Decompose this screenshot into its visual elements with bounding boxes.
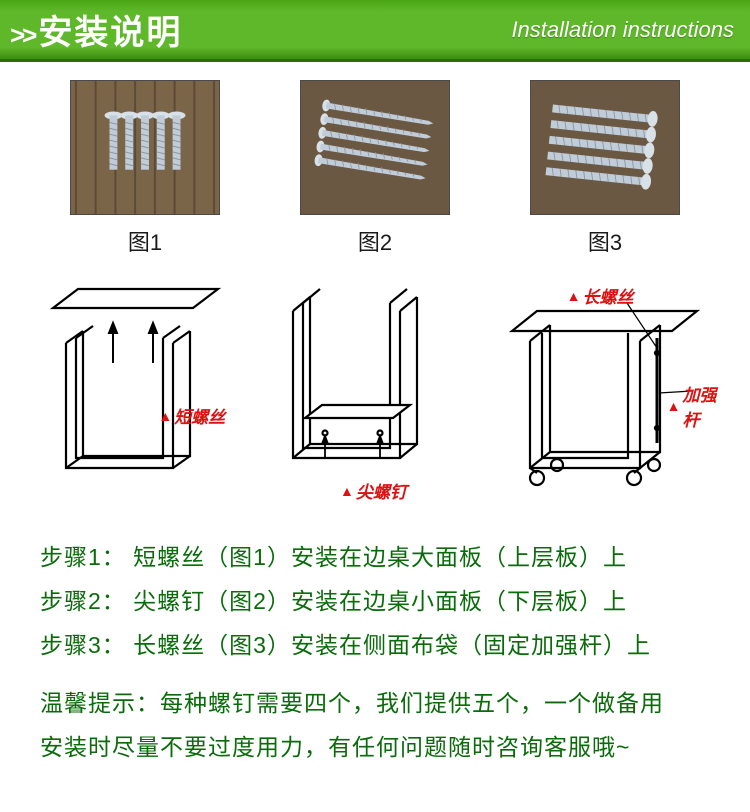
- callout-text-3b: 加强杆: [683, 381, 732, 431]
- diagram-3: ▲ 长螺丝 ▲ 加强杆: [482, 283, 732, 513]
- step-3: 步骤3： 长螺丝（图3）安装在侧面布袋（固定加强杆）上: [40, 623, 710, 667]
- header-left: >> 安装说明: [10, 5, 182, 54]
- header-bar: >> 安装说明 Installation instructions: [0, 0, 750, 62]
- diagrams-row: ▲ 短螺丝: [0, 263, 750, 523]
- title-english: Installation instructions: [511, 17, 734, 43]
- screw-photo-1: [70, 80, 220, 215]
- callout-text-3a: 长螺丝: [583, 283, 634, 308]
- callout-long-screw: ▲ 长螺丝: [567, 283, 634, 308]
- screw-item-3: 图3: [530, 80, 680, 257]
- step-1: 步骤1： 短螺丝（图1）安装在边桌大面板（上层板）上: [40, 535, 710, 579]
- tip-2: 安装时尽量不要过度用力，有任何问题随时咨询客服哦~: [40, 725, 710, 769]
- title-chinese: 安装说明: [38, 5, 182, 54]
- screw-photos-row: 图1 图2: [0, 62, 750, 263]
- diagram-1: ▲ 短螺丝: [18, 283, 238, 513]
- screw-photo-2: [300, 80, 450, 215]
- callout-text-2: 尖螺钉: [356, 478, 407, 503]
- triangle-icon: ▲: [340, 483, 354, 499]
- triangle-icon: ▲: [667, 398, 681, 414]
- step-2: 步骤2： 尖螺钉（图2）安装在边桌小面板（下层板）上: [40, 579, 710, 623]
- callout-short-screw: ▲ 短螺丝: [158, 403, 225, 428]
- diagram-2: ▲ 尖螺钉: [255, 283, 465, 513]
- callout-reinforce-bar: ▲ 加强杆: [667, 381, 732, 431]
- steps-block: 步骤1： 短螺丝（图1）安装在边桌大面板（上层板）上 步骤2： 尖螺钉（图2）安…: [0, 523, 750, 667]
- screw-label-3: 图3: [588, 225, 622, 257]
- screw-label-2: 图2: [358, 225, 392, 257]
- callout-text-1: 短螺丝: [174, 403, 225, 428]
- tip-1: 温馨提示：每种螺钉需要四个，我们提供五个，一个做备用: [40, 681, 710, 725]
- screw-label-1: 图1: [128, 225, 162, 257]
- triangle-icon: ▲: [567, 288, 581, 304]
- screw-photo-3: [530, 80, 680, 215]
- tips-block: 温馨提示：每种螺钉需要四个，我们提供五个，一个做备用 安装时尽量不要过度用力，有…: [0, 667, 750, 769]
- screw-item-1: 图1: [70, 80, 220, 257]
- triangle-icon: ▲: [158, 408, 172, 424]
- screw-item-2: 图2: [300, 80, 450, 257]
- chevron-icon: >>: [10, 20, 34, 51]
- callout-pointed-screw: ▲ 尖螺钉: [340, 478, 407, 503]
